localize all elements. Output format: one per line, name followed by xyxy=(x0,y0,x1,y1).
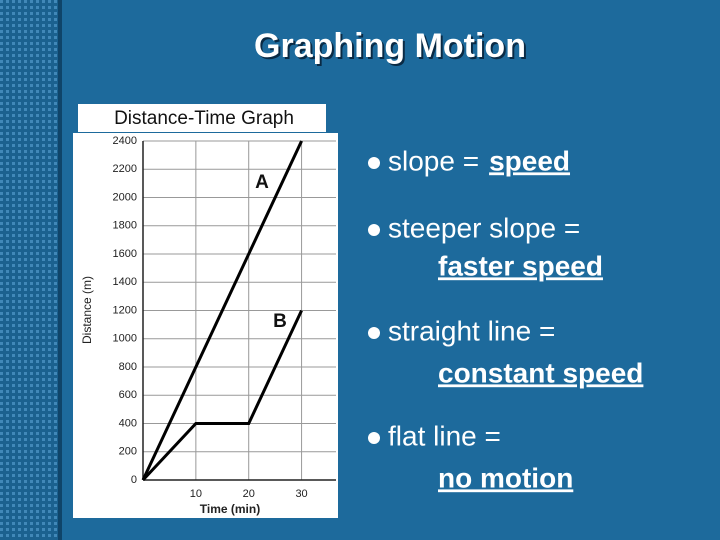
bullet-highlight: speed xyxy=(489,145,570,176)
y-tick-label: 1200 xyxy=(113,304,137,316)
decor-strip xyxy=(0,0,60,540)
y-tick-label: 1000 xyxy=(113,333,137,345)
chart-title-box xyxy=(78,104,326,132)
chart-title: Distance-Time Graph xyxy=(114,108,294,129)
y-tick-label: 2000 xyxy=(113,191,137,203)
x-axis-label: Time (min) xyxy=(200,502,260,516)
series-label: B xyxy=(273,311,287,332)
bullet-text: straight line = xyxy=(388,315,555,346)
y-tick-label: 200 xyxy=(119,446,137,458)
y-tick-label: 400 xyxy=(119,417,137,429)
y-tick-label: 600 xyxy=(119,389,137,401)
slide-title: Graphing Motion xyxy=(254,27,526,65)
series-label: A xyxy=(255,172,269,193)
y-tick-label: 1400 xyxy=(113,276,137,288)
y-tick-label: 2400 xyxy=(113,135,137,147)
bullet-marker xyxy=(368,224,380,236)
y-tick-label: 800 xyxy=(119,361,137,373)
bullet-marker xyxy=(368,432,380,444)
data-line xyxy=(141,140,303,481)
y-tick-label: 0 xyxy=(131,474,137,486)
decor-line xyxy=(58,0,62,540)
bullet-marker xyxy=(368,327,380,339)
title-shadow: Graphing Motion xyxy=(256,29,528,67)
bullet-text: flat line = xyxy=(388,420,501,451)
bullet-text: steeper slope = xyxy=(388,212,580,243)
x-tick-label: 20 xyxy=(243,488,255,500)
data-line xyxy=(141,309,303,482)
bullet-highlight: faster speed xyxy=(438,250,603,281)
bullet-marker xyxy=(368,157,380,169)
y-tick-label: 2200 xyxy=(113,163,137,175)
bullet-highlight: constant speed xyxy=(438,357,643,388)
y-tick-label: 1800 xyxy=(113,220,137,232)
x-tick-label: 10 xyxy=(190,488,202,500)
bullet-text: slope = xyxy=(388,145,479,176)
x-tick-label: 30 xyxy=(295,488,307,500)
y-tick-label: 1600 xyxy=(113,248,137,260)
bullet-highlight: no motion xyxy=(438,462,573,493)
y-axis-label: Distance (m) xyxy=(80,276,94,344)
